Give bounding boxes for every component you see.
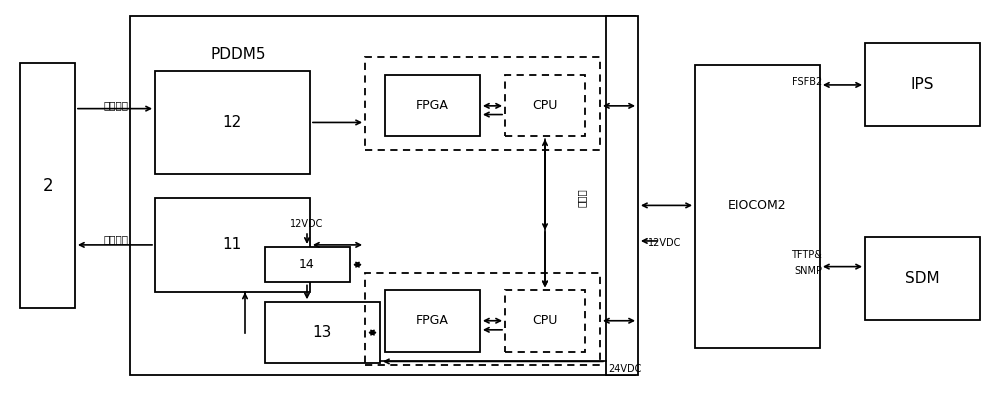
- Text: 驱动信号: 驱动信号: [104, 234, 129, 244]
- Text: CPU: CPU: [532, 100, 558, 112]
- Bar: [865, 237, 980, 320]
- Bar: [265, 302, 380, 363]
- Bar: [265, 247, 350, 282]
- Text: FPGA: FPGA: [416, 314, 448, 327]
- Bar: [365, 273, 600, 365]
- Bar: [695, 65, 820, 348]
- Text: 12VDC: 12VDC: [290, 219, 324, 229]
- Text: 12: 12: [222, 115, 242, 130]
- Text: EIOCOM2: EIOCOM2: [728, 199, 786, 212]
- Bar: [385, 75, 480, 136]
- Bar: [505, 290, 585, 352]
- Text: 2: 2: [43, 177, 53, 195]
- Bar: [865, 43, 980, 126]
- Bar: [155, 198, 310, 292]
- Text: 24VDC: 24VDC: [608, 364, 641, 374]
- Text: SNMP: SNMP: [794, 265, 822, 276]
- Text: CPU: CPU: [532, 314, 558, 327]
- Text: 表示信号: 表示信号: [104, 100, 129, 110]
- Text: 13: 13: [312, 325, 332, 340]
- Bar: [385, 290, 480, 352]
- Text: 二取二: 二取二: [577, 188, 587, 207]
- Text: IPS: IPS: [910, 77, 934, 92]
- Bar: [365, 57, 600, 150]
- Bar: [606, 16, 638, 375]
- Text: TFTP&: TFTP&: [791, 250, 822, 260]
- Bar: [505, 75, 585, 136]
- Text: FPGA: FPGA: [416, 100, 448, 112]
- Text: PDDM5: PDDM5: [210, 47, 266, 62]
- Bar: [155, 71, 310, 174]
- Text: SDM: SDM: [905, 271, 939, 286]
- Text: 11: 11: [222, 237, 242, 252]
- Text: 12VDC: 12VDC: [648, 238, 681, 248]
- Text: 14: 14: [299, 258, 315, 271]
- Bar: [130, 16, 635, 375]
- Bar: [20, 63, 75, 308]
- Text: FSFB2: FSFB2: [792, 77, 822, 87]
